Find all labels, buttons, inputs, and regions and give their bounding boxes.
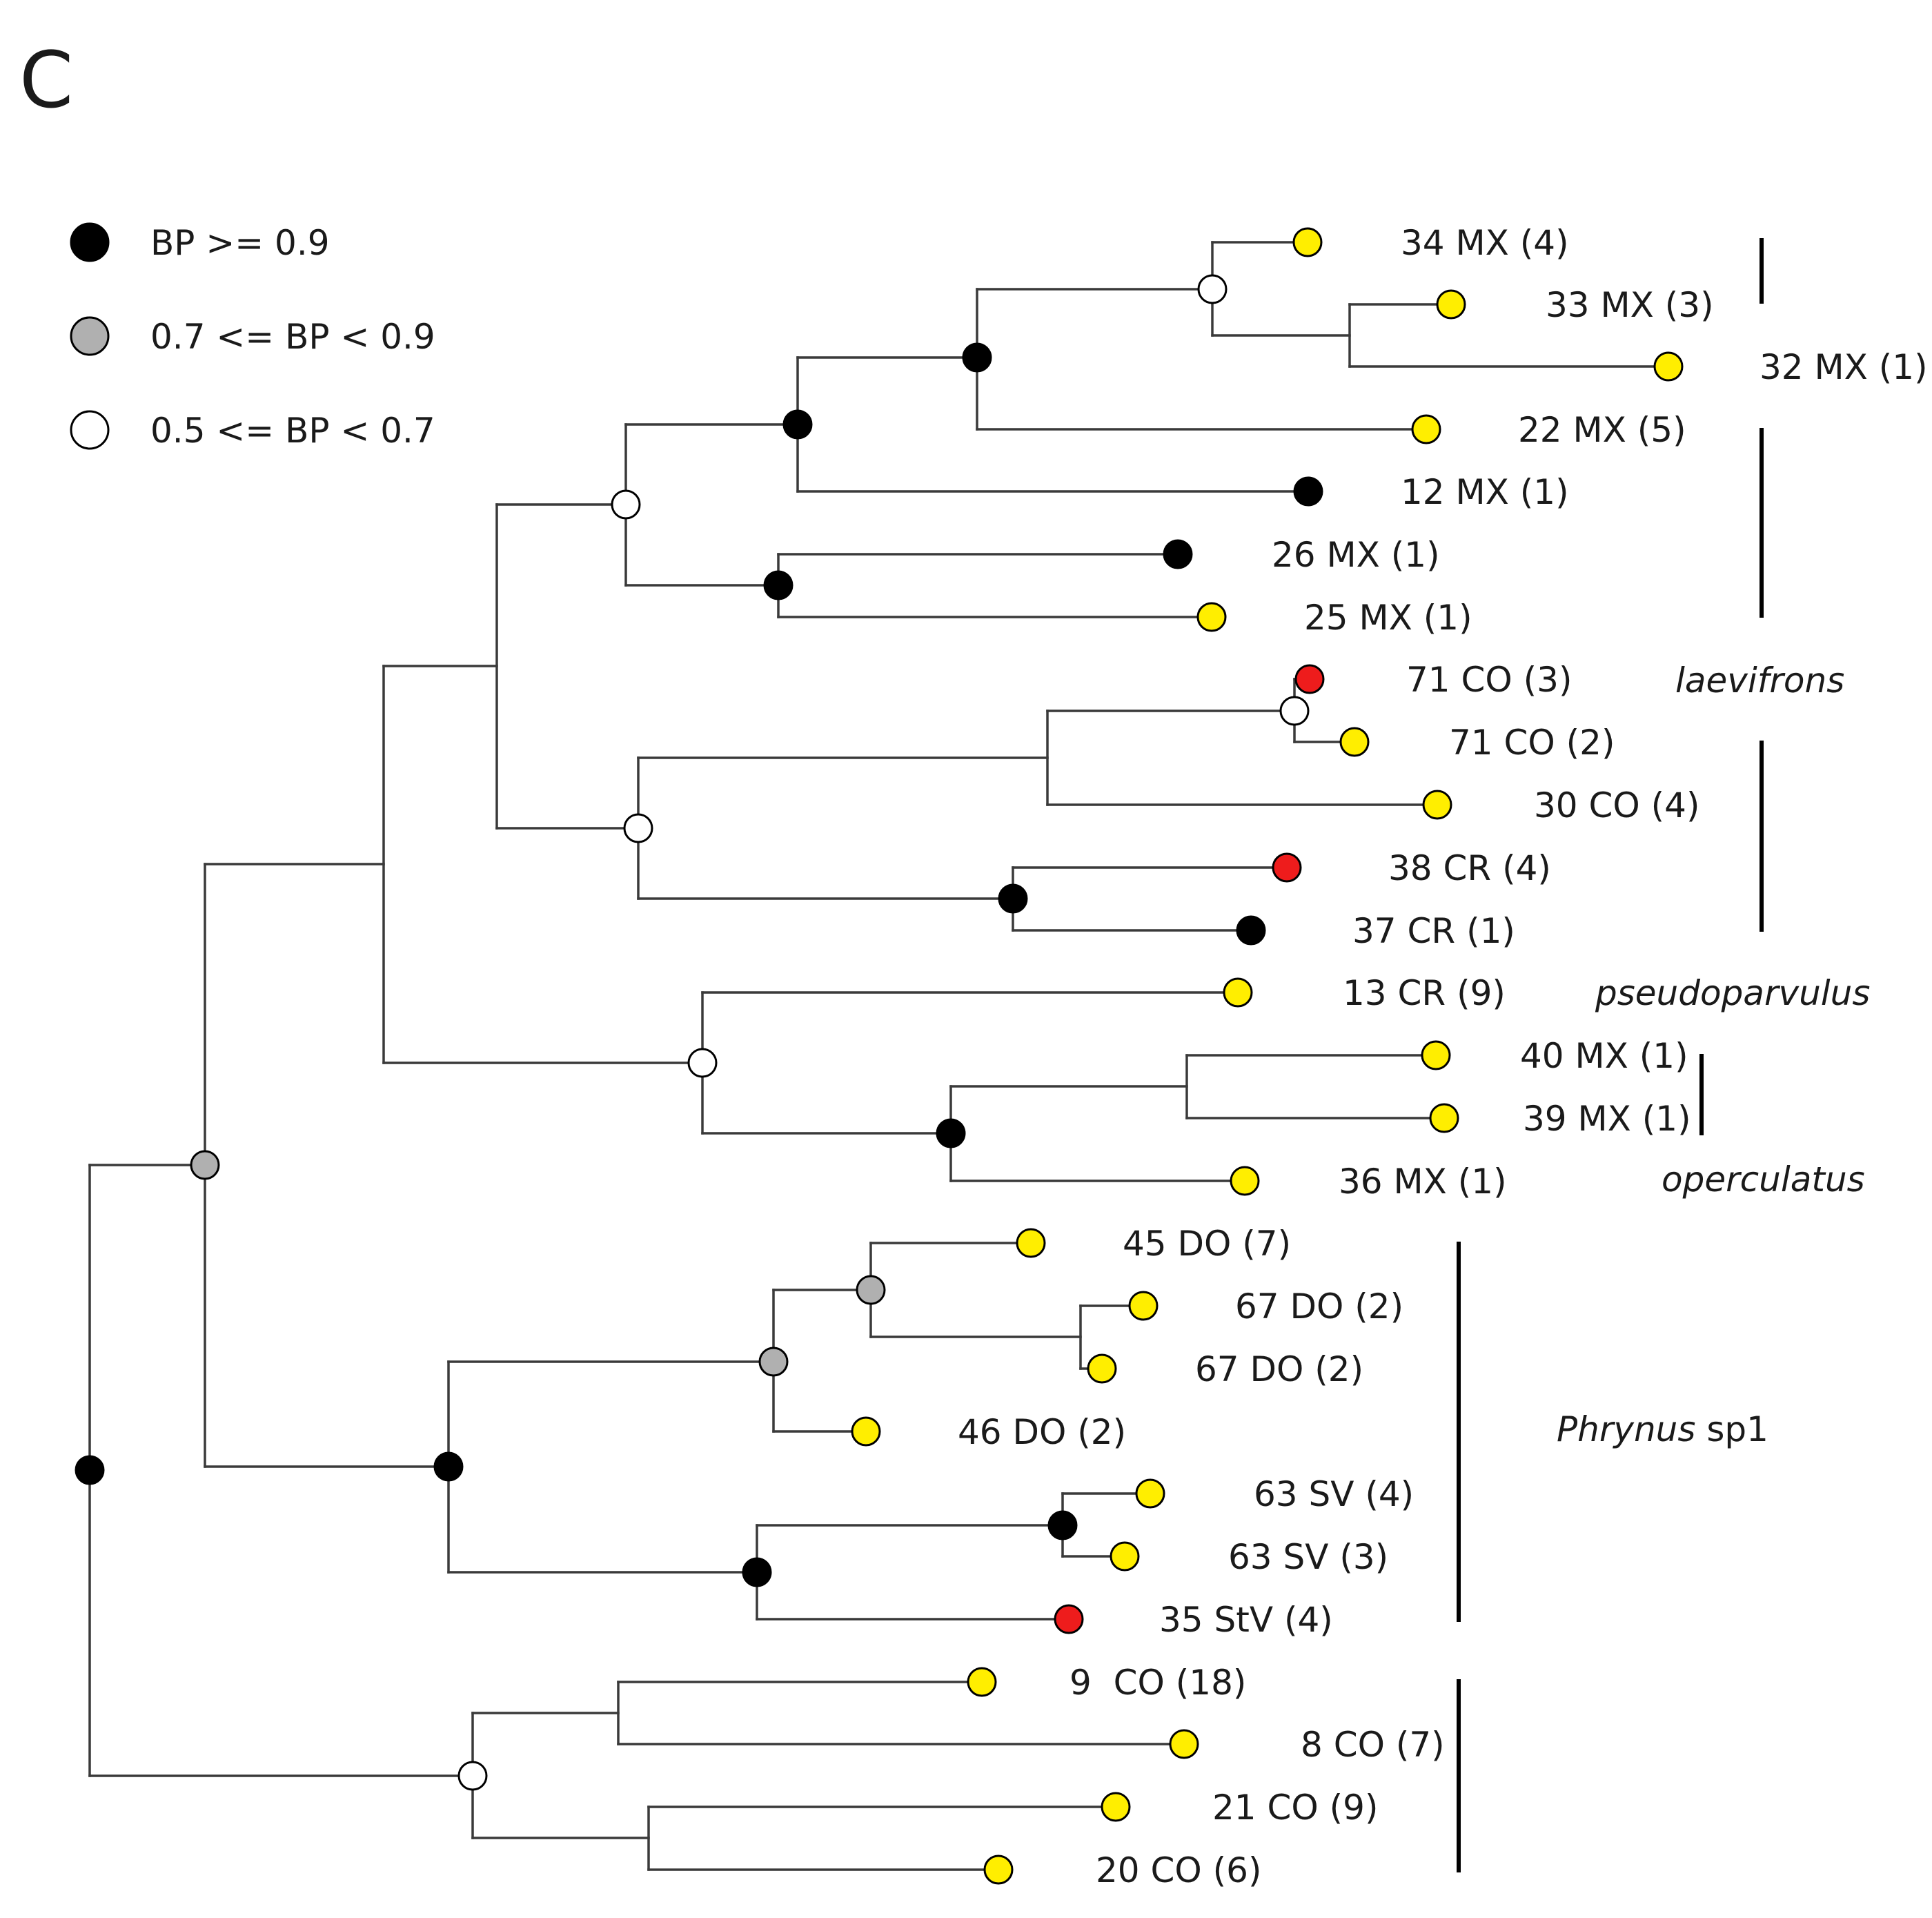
legend-item-mid: 0.7 <= BP < 0.9 [70, 316, 435, 357]
legend-marker-gray [70, 316, 110, 356]
tip-label: 71 CO (2) [1449, 723, 1615, 763]
tip-marker-yellow [1421, 1040, 1451, 1070]
support-node-gray [190, 1150, 220, 1180]
support-node-gray [758, 1347, 789, 1377]
tip-marker-yellow [1128, 1291, 1159, 1321]
support-node-white [623, 813, 653, 843]
tip-marker-black [1163, 539, 1193, 569]
tree-nodes [75, 227, 1684, 1885]
legend-item-low: 0.5 <= BP < 0.7 [70, 410, 435, 451]
panel-label: C [19, 36, 73, 126]
tip-marker-yellow [1135, 1478, 1165, 1509]
tip-marker-yellow [1110, 1541, 1140, 1572]
clade-label-operculatus: operculatus [1662, 1159, 1865, 1200]
clade-label-phrynus-genus: Phrynus [1557, 1409, 1695, 1449]
tip-label: 21 CO (9) [1212, 1788, 1379, 1828]
clade-label-pseudoparvulus: pseudoparvulus [1595, 973, 1870, 1013]
support-node-white [611, 489, 641, 520]
support-node-black [782, 409, 813, 440]
tip-marker-yellow [1016, 1228, 1046, 1258]
support-node-black [763, 570, 793, 600]
tip-label: 33 MX (3) [1546, 285, 1714, 325]
support-node-black [433, 1451, 464, 1482]
legend-label-high: BP >= 0.9 [150, 223, 330, 263]
clade-label-phrynus-suffix: sp1 [1695, 1409, 1768, 1449]
tip-label: 13 CR (9) [1343, 973, 1506, 1013]
tip-label: 46 DO (2) [958, 1412, 1126, 1452]
tip-label: 38 CR (4) [1388, 848, 1551, 888]
tip-marker-yellow [983, 1855, 1014, 1885]
tip-label: 34 MX (4) [1401, 223, 1569, 263]
tip-marker-yellow [1196, 602, 1227, 632]
legend-marker-white [70, 410, 110, 450]
tip-marker-yellow [1101, 1792, 1131, 1822]
tip-label: 36 MX (1) [1339, 1162, 1507, 1202]
tip-marker-black [1293, 476, 1323, 507]
tip-label: 26 MX (1) [1272, 535, 1440, 575]
tip-label: 63 SV (3) [1228, 1537, 1388, 1577]
tip-label: 32 MX (1) [1759, 347, 1928, 387]
tip-marker-yellow [1223, 977, 1253, 1008]
tip-label: 20 CO (6) [1096, 1850, 1262, 1890]
tip-marker-red [1272, 852, 1302, 883]
tip-label: 63 SV (4) [1254, 1474, 1414, 1514]
tip-marker-red [1294, 664, 1325, 694]
tip-marker-yellow [967, 1667, 997, 1697]
tip-marker-yellow [1429, 1103, 1459, 1133]
support-node-gray [856, 1275, 886, 1305]
tip-label: 35 StV (4) [1159, 1600, 1333, 1640]
tip-label: 8 CO (7) [1301, 1725, 1445, 1765]
support-node-black [936, 1118, 966, 1148]
tip-marker-yellow [1230, 1166, 1260, 1196]
tip-labels: 34 MX (4) 33 MX (3) 32 MX (1) 22 MX (5) 12 M… [958, 223, 1928, 1890]
tip-label: 71 CO (3) [1406, 660, 1573, 700]
clade-label-phrynus: Phrynus sp1 [1557, 1409, 1768, 1449]
tip-label: 25 MX (1) [1304, 598, 1472, 638]
tip-label: 22 MX (5) [1518, 410, 1686, 450]
tip-label: 45 DO (7) [1123, 1224, 1291, 1264]
support-node-white [457, 1761, 488, 1791]
tip-label: 39 MX (1) [1523, 1099, 1691, 1139]
tip-label: 67 DO (2) [1235, 1286, 1403, 1327]
tip-label: 40 MX (1) [1520, 1036, 1688, 1076]
tip-label: 9 CO (18) [1070, 1663, 1246, 1703]
support-node-black [998, 883, 1028, 914]
tip-marker-yellow [1087, 1353, 1117, 1384]
legend-marker-black [70, 222, 110, 262]
tip-marker-yellow [1436, 289, 1466, 320]
legend-item-high: BP >= 0.9 [70, 222, 330, 263]
support-node-black [1047, 1510, 1078, 1540]
legend: BP >= 0.9 0.7 <= BP < 0.9 0.5 <= BP < 0.… [70, 222, 435, 451]
support-node-white [1197, 274, 1228, 304]
tip-label: 30 CO (4) [1534, 785, 1700, 825]
tip-marker-yellow [851, 1416, 881, 1447]
tip-marker-black [1236, 915, 1266, 946]
tip-marker-yellow [1653, 351, 1684, 382]
tip-marker-yellow [1292, 227, 1323, 257]
tip-marker-yellow [1169, 1729, 1199, 1759]
support-node-black [962, 342, 992, 373]
tip-marker-yellow [1411, 414, 1441, 444]
support-node-white [687, 1048, 718, 1078]
legend-label-low: 0.5 <= BP < 0.7 [150, 411, 435, 451]
tip-marker-yellow [1339, 727, 1370, 757]
support-node-black [75, 1455, 105, 1485]
clade-label-laevifrons: laevifrons [1675, 660, 1844, 701]
clade-labels: laevifrons pseudoparvulus operculatus Ph… [1557, 660, 1870, 1449]
clade-bars [1457, 238, 1764, 1872]
tip-marker-red [1054, 1604, 1084, 1634]
tip-label: 37 CR (1) [1352, 911, 1515, 951]
support-node-white [1279, 696, 1310, 726]
legend-label-mid: 0.7 <= BP < 0.9 [150, 317, 435, 357]
support-node-black [742, 1557, 772, 1587]
tip-marker-yellow [1422, 790, 1452, 820]
tip-label: 67 DO (2) [1195, 1349, 1363, 1389]
tip-label: 12 MX (1) [1401, 472, 1569, 512]
